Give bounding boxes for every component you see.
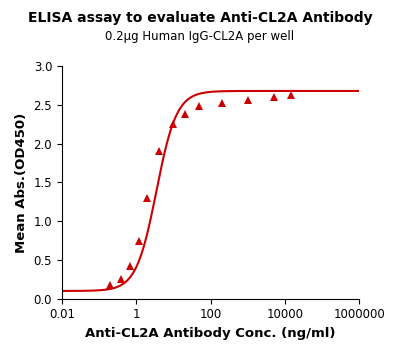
Text: ELISA assay to evaluate Anti-CL2A Antibody: ELISA assay to evaluate Anti-CL2A Antibo…	[28, 11, 372, 24]
X-axis label: Anti-CL2A Antibody Conc. (ng/ml): Anti-CL2A Antibody Conc. (ng/ml)	[85, 327, 336, 340]
Y-axis label: Mean Abs.(OD450): Mean Abs.(OD450)	[15, 112, 28, 252]
Text: 0.2μg Human IgG-CL2A per well: 0.2μg Human IgG-CL2A per well	[106, 30, 294, 43]
